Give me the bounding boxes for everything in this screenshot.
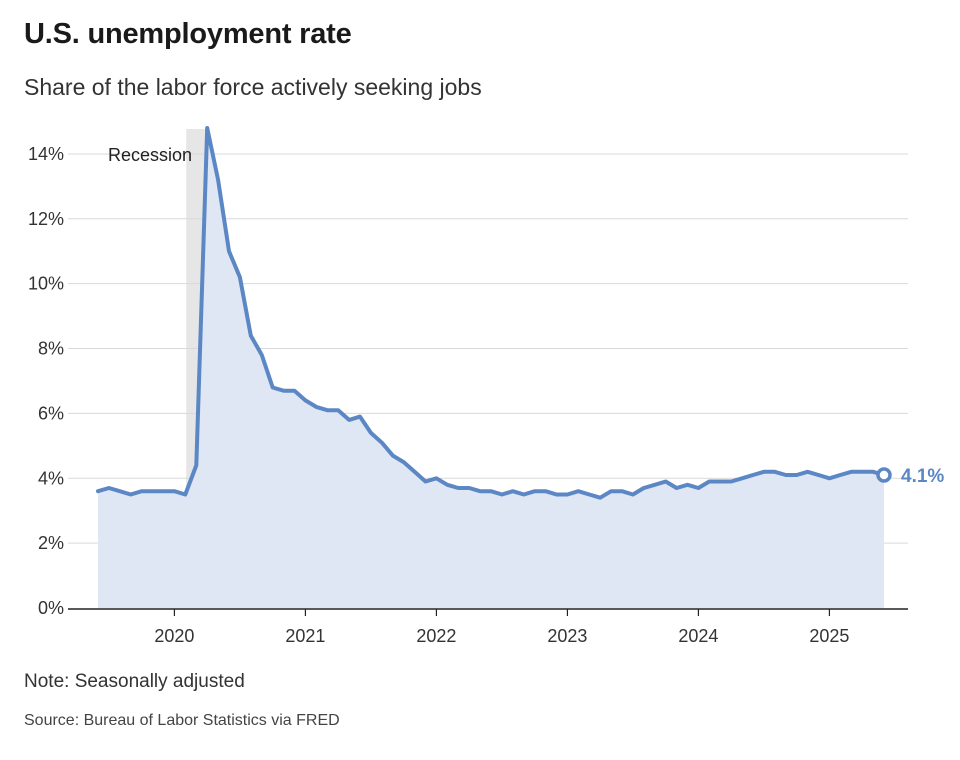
axes: 0% 2% 4% 6% 8% 10% 12% 14% 2020 2021 2022 2023 2024 2… [28,144,908,646]
area-layer [98,128,884,608]
y-tick-label: 2% [38,533,64,553]
end-value-label: 4.1% [901,466,944,487]
x-tick-label: 2024 [678,626,718,646]
x-tick-label: 2022 [416,626,456,646]
y-tick-label: 4% [38,468,64,488]
x-tick-label: 2023 [547,626,587,646]
chart-title: U.S. unemployment rate [24,18,352,50]
y-tick-label: 8% [38,339,64,359]
line-layer [96,126,886,500]
recession-label: Recession [108,145,192,165]
x-tick-label: 2020 [154,626,194,646]
series-line [96,126,886,500]
y-tick-label: 12% [28,209,64,229]
series-area [98,128,884,608]
unemployment-chart: 0% 2% 4% 6% 8% 10% 12% 14% 2020 2021 2022 2023 2024 2… [28,126,944,646]
y-tick-label: 6% [38,403,64,423]
y-tick-label: 14% [28,144,64,164]
end-point-marker [876,467,892,483]
y-tick-label: 0% [38,598,64,618]
chart-subtitle: Share of the labor force actively seekin… [24,74,482,100]
annotations: Recession 4.1% [108,145,944,487]
y-tick-label: 10% [28,274,64,294]
x-tick-label: 2025 [809,626,849,646]
x-tick-label: 2021 [285,626,325,646]
chart-source: Source: Bureau of Labor Statistics via F… [24,712,340,729]
chart-note: Note: Seasonally adjusted [24,671,245,692]
